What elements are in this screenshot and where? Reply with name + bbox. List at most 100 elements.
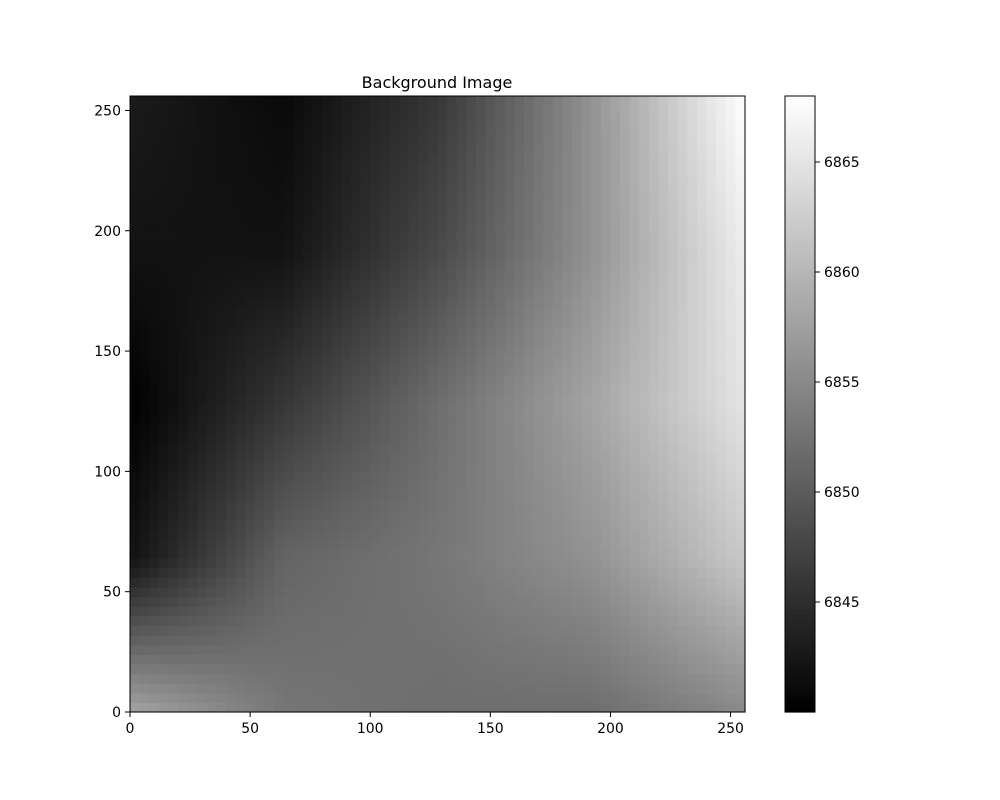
heatmap-cell — [485, 384, 496, 395]
heatmap-cell — [418, 153, 429, 164]
heatmap-cell — [523, 192, 535, 203]
heatmap-cell — [302, 394, 314, 405]
heatmap-cell — [158, 635, 170, 646]
heatmap-cell — [130, 298, 141, 309]
heatmap-cell — [543, 346, 554, 357]
heatmap-cell — [658, 423, 669, 434]
heatmap-cell — [648, 644, 660, 655]
heatmap-cell — [139, 384, 150, 395]
heatmap-cell — [668, 365, 679, 376]
heatmap-cell — [149, 586, 160, 598]
heatmap-cell — [600, 577, 612, 588]
heatmap-cell — [389, 702, 400, 713]
heatmap-cell — [341, 365, 352, 376]
heatmap-cell — [158, 307, 170, 318]
heatmap-cell — [158, 577, 170, 588]
heatmap-cell — [293, 461, 304, 472]
heatmap-cell — [274, 105, 285, 116]
heatmap-cell — [735, 404, 746, 415]
heatmap-cell — [552, 519, 564, 530]
heatmap-cell — [254, 558, 266, 569]
heatmap-cell — [283, 394, 294, 405]
heatmap-cell — [370, 163, 381, 174]
colorbar-cell — [785, 609, 815, 616]
heatmap-cell — [302, 625, 314, 636]
heatmap-cell — [274, 153, 285, 164]
heatmap-cell — [639, 644, 650, 655]
heatmap-cell — [523, 211, 535, 222]
heatmap-cell — [600, 336, 612, 347]
heatmap-cell — [360, 211, 371, 222]
heatmap-cell — [168, 673, 179, 684]
heatmap-cell — [658, 153, 669, 164]
heatmap-cell — [418, 394, 429, 405]
colorbar-cell — [785, 496, 815, 503]
heatmap-cell — [226, 115, 237, 126]
heatmap-cell — [399, 702, 410, 713]
heatmap-cell — [399, 663, 410, 675]
heatmap-cell — [437, 538, 448, 549]
heatmap-cell — [312, 490, 323, 501]
heatmap-cell — [658, 336, 669, 347]
heatmap-cell — [293, 529, 304, 540]
heatmap-cell — [447, 221, 458, 232]
heatmap-cell — [495, 538, 506, 549]
heatmap-cell — [668, 240, 679, 251]
heatmap-cell — [216, 144, 227, 155]
heatmap-cell — [648, 481, 660, 492]
heatmap-cell — [447, 105, 458, 116]
heatmap-cell — [447, 529, 458, 540]
heatmap-cell — [475, 240, 487, 251]
heatmap-cell — [149, 558, 160, 569]
heatmap-cell — [447, 692, 458, 703]
heatmap-cell — [447, 96, 458, 107]
heatmap-cell — [168, 124, 179, 136]
heatmap-cell — [370, 384, 381, 395]
heatmap-cell — [245, 615, 256, 626]
heatmap-cell — [254, 240, 266, 251]
heatmap-cell — [591, 240, 602, 251]
heatmap-cell — [235, 490, 246, 501]
heatmap-cell — [139, 606, 150, 617]
colorbar-cell — [785, 676, 815, 682]
heatmap-cell — [149, 269, 160, 280]
heatmap-cell — [418, 529, 429, 540]
heatmap-cell — [572, 134, 583, 145]
heatmap-cell — [591, 375, 602, 386]
heatmap-cell — [639, 577, 650, 588]
heatmap-cell — [158, 644, 170, 655]
heatmap-cell — [523, 259, 535, 270]
heatmap-cell — [139, 596, 150, 607]
heatmap-cell — [514, 336, 525, 347]
heatmap-cell — [533, 365, 544, 376]
heatmap-cell — [312, 269, 323, 280]
heatmap-cell — [399, 230, 410, 241]
heatmap-cell — [572, 654, 583, 665]
heatmap-cell — [696, 355, 708, 367]
heatmap-cell — [312, 240, 323, 251]
heatmap-cell — [523, 307, 535, 318]
heatmap-cell — [687, 461, 698, 472]
heatmap-cell — [274, 317, 285, 328]
heatmap-cell — [658, 586, 669, 598]
heatmap-cell — [254, 529, 266, 540]
heatmap-cell — [322, 153, 333, 164]
heatmap-cell — [629, 115, 640, 126]
heatmap-cell — [639, 201, 650, 213]
heatmap-cell — [418, 124, 429, 136]
colorbar-cell — [785, 239, 815, 246]
heatmap-cell — [226, 586, 237, 598]
heatmap-cell — [533, 538, 544, 549]
heatmap-cell — [427, 173, 439, 184]
heatmap-cell — [591, 96, 602, 107]
heatmap-cell — [543, 240, 554, 251]
heatmap-cell — [543, 683, 554, 694]
heatmap-cell — [158, 346, 170, 357]
heatmap-cell — [197, 673, 208, 684]
heatmap-cell — [235, 625, 246, 636]
heatmap-cell — [562, 298, 573, 309]
heatmap-cell — [677, 182, 688, 193]
heatmap-cell — [677, 317, 688, 328]
heatmap-cell — [514, 635, 525, 646]
heatmap-cell — [447, 317, 458, 328]
